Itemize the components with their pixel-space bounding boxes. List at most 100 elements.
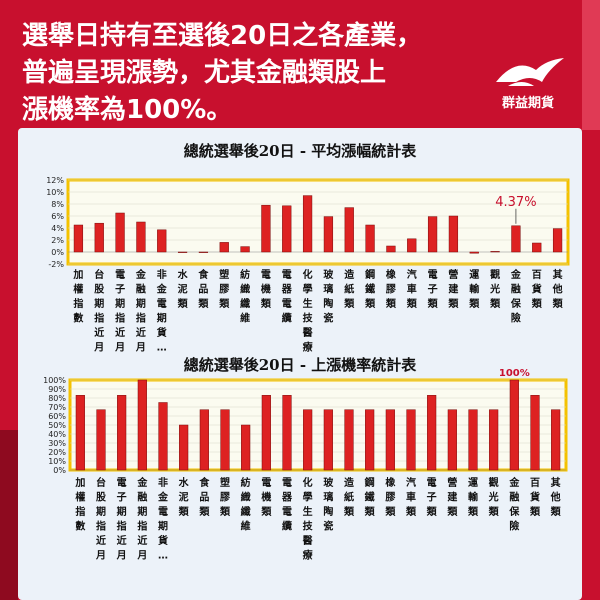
- x-category-label: 電子期指近月: [114, 269, 125, 354]
- x-category-label: 金融保險: [508, 476, 520, 533]
- bar: [117, 395, 127, 471]
- y-tick-label: 20%: [48, 448, 66, 457]
- chart-1-average-gain: 12% 10% 8% 6% 4% 2% 0% -2% 加權指數台股期指近月電子期指近月金融期指近…: [46, 176, 570, 354]
- bar: [199, 409, 209, 471]
- x-category-label: 造紙類: [343, 268, 355, 310]
- x-category-label: 電子期指近月: [116, 477, 127, 562]
- bar: [447, 409, 457, 471]
- x-category-label: 電器電纜: [281, 269, 293, 325]
- y-tick-label: 10%: [46, 188, 64, 197]
- y-tick-label: 6%: [51, 212, 64, 221]
- bar: [489, 409, 499, 471]
- bar: [469, 251, 479, 254]
- bar: [323, 216, 334, 253]
- x-category-label: 玻璃陶瓷: [323, 268, 334, 325]
- bar: [179, 424, 189, 471]
- x-category-label: 電機類: [260, 269, 272, 310]
- x-category-label: 汽車類: [405, 476, 417, 518]
- bar: [365, 224, 375, 253]
- x-category-label: 鋼鐵類: [364, 268, 376, 310]
- y-tick-label: 12%: [46, 176, 64, 185]
- x-category-label: 其他類: [550, 476, 562, 518]
- chart-1-title: 總統選舉後20日 - 平均漲幅統計表: [183, 142, 417, 160]
- x-category-label: 台股期指近月: [95, 476, 107, 562]
- x-category-label: 化學生技醫療: [303, 268, 314, 354]
- x-category-label: 橡膠類: [385, 268, 397, 310]
- bar: [282, 205, 292, 253]
- bar: [241, 424, 251, 471]
- x-category-label: 紡織纖維: [241, 476, 251, 533]
- bar: [96, 409, 106, 471]
- bar: [282, 395, 292, 471]
- bar: [157, 229, 167, 253]
- x-category-label: 金融保險: [510, 268, 522, 325]
- bar: [530, 395, 540, 471]
- bar: [468, 409, 478, 471]
- y-tick-label: 0%: [53, 466, 66, 475]
- y-tick-label: 80%: [48, 394, 66, 403]
- bar: [448, 215, 459, 253]
- bar: [73, 224, 84, 253]
- header: 選舉日持有至選後20日之各產業， 普遍呈現漲勢，尤其金融類股上 漲機率為100%…: [0, 0, 600, 128]
- y-tick-label: 8%: [51, 200, 64, 209]
- bar: [344, 207, 354, 253]
- bar: [303, 409, 313, 471]
- x-category-label: 台股期指近月: [93, 268, 105, 354]
- bar: [509, 379, 519, 471]
- bar: [177, 251, 188, 253]
- x-category-label: 電機類: [260, 477, 272, 518]
- bar: [552, 228, 563, 253]
- x-category-label: 電子類: [426, 477, 438, 518]
- chart-2-rise-probability: 100%90%80%70%60%50%40%30%20%10%0%加權指數台股期…: [43, 368, 568, 562]
- bar: [198, 251, 209, 253]
- x-category-label: 觀光類: [489, 268, 501, 310]
- x-category-label: 塑膠類: [218, 268, 230, 310]
- x-category-label: 加權指數: [72, 268, 83, 325]
- background-accent-right: [582, 0, 600, 130]
- y-tick-label: 90%: [48, 385, 66, 394]
- x-category-label: 金融期指近月: [136, 476, 148, 562]
- y-tick-label: 0%: [51, 248, 64, 257]
- headline: 選舉日持有至選後20日之各產業， 普遍呈現漲勢，尤其金融類股上 漲機率為100%…: [22, 18, 482, 129]
- plot-area: [66, 178, 570, 266]
- x-category-label: 電子類: [427, 269, 439, 310]
- y-tick-label: 100%: [43, 376, 66, 385]
- y-tick-label: 4%: [51, 224, 64, 233]
- bar: [385, 409, 395, 471]
- x-category-label: 非金電期貨…: [157, 476, 169, 562]
- x-category-label: 水泥類: [177, 268, 189, 310]
- headline-line-2: 普遍呈現漲勢，尤其金融類股上: [22, 58, 387, 88]
- bar: [158, 402, 168, 471]
- headline-line-1: 選舉日持有至選後20日之各產業，: [22, 21, 423, 51]
- bar: [427, 216, 438, 253]
- x-category-label: 營建類: [447, 268, 459, 310]
- y-tick-label: -2%: [48, 260, 64, 269]
- bar: [261, 204, 271, 253]
- bar: [551, 409, 561, 471]
- logo-text: 群益期貨: [501, 96, 554, 111]
- x-category-label: 汽車類: [406, 268, 418, 310]
- x-category-label: 運輸類: [467, 477, 479, 518]
- bar: [137, 379, 147, 471]
- annotation-label: 4.37%: [495, 195, 536, 210]
- x-category-label: 水泥類: [178, 476, 190, 518]
- headline-line-3: 漲機率為100%。: [22, 95, 233, 125]
- bar: [94, 222, 104, 253]
- x-category-label: 加權指數: [74, 476, 85, 533]
- x-category-label: 紡織纖維: [240, 268, 250, 325]
- x-category-label: 百貨類: [529, 477, 541, 518]
- bar: [323, 409, 333, 471]
- bar: [511, 225, 521, 253]
- background-accent-left: [0, 430, 18, 600]
- y-tick-label: 10%: [48, 457, 66, 466]
- bar: [115, 212, 125, 253]
- y-tick-label: 50%: [48, 421, 66, 430]
- company-logo: 群益期貨: [486, 52, 570, 112]
- x-category-label: 營建類: [446, 476, 458, 518]
- bar: [386, 245, 396, 253]
- y-tick-label: 30%: [48, 439, 66, 448]
- x-category-label: 百貨類: [531, 269, 543, 310]
- bar: [302, 195, 313, 253]
- x-category-label: 化學生技醫療: [303, 476, 314, 562]
- bar: [406, 409, 416, 471]
